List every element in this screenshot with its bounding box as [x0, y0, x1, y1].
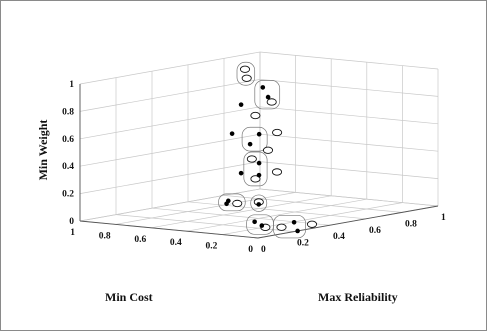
x-tick-label: 0	[261, 245, 266, 255]
side-wall-gridline	[259, 51, 439, 70]
cluster-outline	[236, 61, 256, 86]
open-marker	[239, 65, 251, 73]
filled-marker	[256, 202, 262, 207]
cluster-outline	[250, 194, 268, 212]
cluster-outline	[254, 80, 281, 110]
floor-gridline	[223, 195, 403, 213]
filled-marker	[259, 223, 265, 228]
filled-marker	[224, 201, 229, 207]
y-tick-label: 0.8	[99, 231, 111, 241]
z-tick-label: 0.6	[62, 135, 74, 145]
filled-marker	[291, 220, 297, 225]
y-axis-line	[79, 220, 259, 239]
cluster-outline	[241, 126, 268, 152]
z-tick-label: 0.2	[62, 190, 74, 200]
filled-marker	[247, 141, 253, 147]
cluster-outlines	[218, 61, 306, 239]
open-marker	[306, 220, 318, 228]
floor-gridline	[187, 201, 367, 220]
filled-marker	[238, 102, 244, 107]
side-wall-gridline	[259, 133, 439, 152]
x-tick-label: 0.4	[333, 232, 345, 242]
floor-gridline	[115, 192, 296, 225]
side-wall-gridline	[259, 106, 439, 125]
side-wall-gridline	[259, 188, 439, 207]
back-wall-gridline	[79, 188, 261, 222]
floor-gridline	[186, 198, 367, 232]
open-marker	[232, 199, 243, 208]
filled-marker	[265, 94, 271, 100]
y-tick-label: 0.4	[170, 238, 182, 248]
back-wall-gridline	[79, 79, 261, 112]
open-marker	[246, 155, 257, 163]
x-tick-label: 1	[441, 213, 446, 223]
z-tick-label: 0.4	[62, 162, 74, 172]
floor-gridline	[222, 202, 403, 235]
open-marker	[276, 223, 287, 231]
cluster-outline	[218, 193, 246, 212]
back-wall-gridline	[79, 106, 261, 140]
x-axis-label: Max Reliability	[318, 290, 398, 304]
x-tick-label: 0.6	[369, 226, 381, 236]
x-tick-label: 0.2	[297, 239, 309, 249]
back-wall-gridline	[79, 51, 261, 85]
y-tick-label: 0.6	[134, 235, 146, 245]
y-axis-label: Min Cost	[105, 290, 153, 304]
side-wall-gridline	[259, 79, 439, 97]
filled-marker	[256, 160, 262, 166]
filled-marker	[295, 228, 300, 234]
filled-marker	[256, 172, 262, 178]
open-marker	[241, 74, 252, 82]
filled-marker	[238, 170, 244, 176]
open-marker	[271, 168, 283, 176]
open-marker	[262, 146, 274, 154]
y-tick-label: 0.2	[206, 242, 218, 252]
z-axis-label: Min Weight	[36, 120, 50, 181]
cluster-outline	[273, 214, 306, 239]
open-marker	[266, 98, 277, 106]
z-tick-label: 1	[69, 80, 74, 90]
open-marker	[250, 111, 261, 120]
cluster-outline	[243, 151, 268, 187]
filled-marker	[256, 131, 262, 137]
filled-marker	[252, 219, 257, 225]
floor-gridline	[151, 195, 332, 229]
data-marks	[224, 65, 318, 234]
z-tick-label: 0	[69, 217, 74, 227]
z-tick-label: 0.8	[62, 107, 74, 117]
tick-labels: 00.20.40.60.8100.20.40.60.8100.20.40.60.…	[62, 80, 446, 255]
x-tick-label: 0.8	[405, 219, 417, 229]
open-marker	[250, 175, 261, 183]
filled-marker	[229, 131, 235, 136]
y-tick-label: 0	[248, 245, 253, 255]
x-axis-line	[257, 205, 439, 239]
y-tick-label: 1	[70, 228, 75, 238]
side-wall-gridline	[259, 161, 439, 179]
grid-panes	[79, 51, 439, 239]
floor-gridline	[151, 207, 331, 226]
back-wall-gridline	[79, 161, 261, 194]
open-marker	[272, 128, 283, 137]
back-wall-gridline	[79, 133, 261, 167]
filled-marker	[260, 85, 266, 90]
